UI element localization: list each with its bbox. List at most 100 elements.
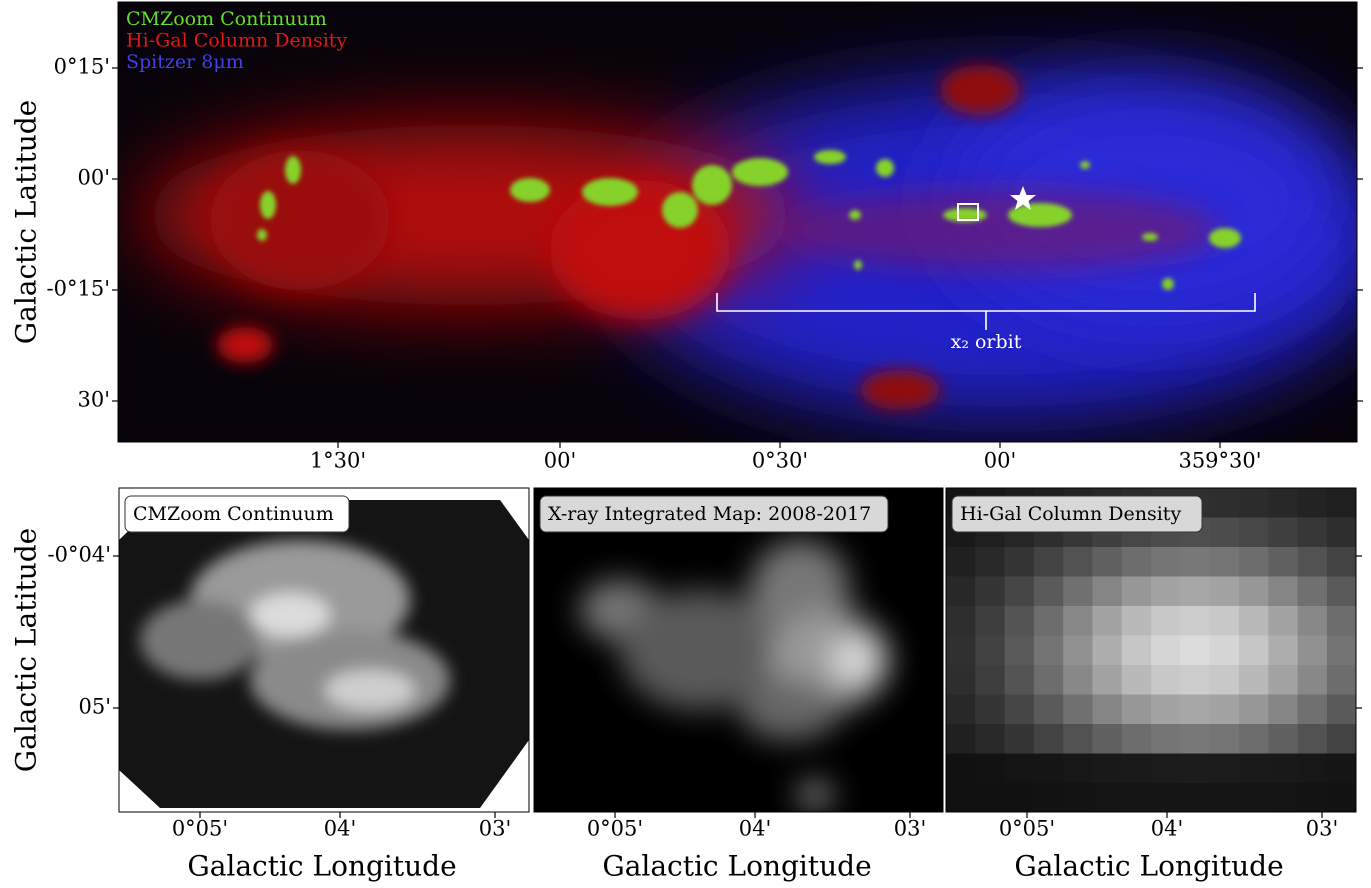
pixel [1239,636,1269,666]
pixel [1005,695,1035,725]
pixel [946,577,976,607]
figure: 0°15'00'-0°15'30'1°30'00'0°30'00'359°30'… [0,0,1371,888]
pixel [1034,606,1064,636]
x-tick-label: 04' [739,817,772,841]
pixel [1034,547,1064,577]
pixel [1327,636,1357,666]
pixel [1151,695,1181,725]
pixel [1210,488,1240,518]
x-tick-label: 1°30' [310,449,366,473]
pixel [1122,606,1152,636]
pixel [1298,665,1328,695]
pixel [1210,665,1240,695]
pixel [1122,724,1152,754]
higal-image [946,488,1357,813]
pixel [1093,724,1123,754]
pixel [1180,695,1210,725]
x-axis-label: Galactic Longitude [602,850,871,883]
pixel [1034,783,1064,813]
pixel [1210,754,1240,784]
pixel [1268,724,1298,754]
y-tick-label: 30' [78,388,111,412]
pixel [1327,577,1357,607]
x-axis-label: Galactic Longitude [1014,850,1283,883]
pixel [946,783,976,813]
pixel [1327,783,1357,813]
pixel [1298,547,1328,577]
composite-image [118,2,1371,442]
x-tick-label: 359°30' [1178,449,1261,473]
pixel [1239,606,1269,636]
pixel [1239,754,1269,784]
pixel [1239,488,1269,518]
pixel [1268,665,1298,695]
x-tick-label: 04' [1151,817,1184,841]
y-tick-label: 05' [79,695,112,719]
pixel [1063,783,1093,813]
pixel [1327,754,1357,784]
x-tick-label: 03' [479,817,512,841]
pixel [1327,724,1357,754]
pixel [1034,665,1064,695]
panel-title: X-ray Integrated Map: 2008-2017 [548,503,871,525]
pixel [975,547,1005,577]
pixel [1268,488,1298,518]
legend-entry: CMZoom Continuum [126,8,327,30]
pixel [1034,636,1064,666]
pixel [1239,695,1269,725]
pixel [1180,783,1210,813]
y-axis-label: Galactic Latitude [10,528,43,772]
y-tick-label: -0°15' [47,277,110,301]
pixel [1298,606,1328,636]
pixel [1268,754,1298,784]
x-tick-label: 0°05' [999,817,1055,841]
pixel [1180,754,1210,784]
pixel [1298,636,1328,666]
pixel [1268,518,1298,548]
pixel [1093,636,1123,666]
pixel [1327,695,1357,725]
pixel [1122,577,1152,607]
pixel [1122,783,1152,813]
pixel [1063,547,1093,577]
pixel [1239,665,1269,695]
pixel [1005,577,1035,607]
pixel [1180,606,1210,636]
pixel [1034,577,1064,607]
pixel [1210,606,1240,636]
pixel [1151,577,1181,607]
x-tick-label: 0°05' [587,817,643,841]
pixel [946,606,976,636]
pixel [1327,518,1357,548]
pixel [1151,636,1181,666]
legend-entry: Spitzer 8μm [126,51,244,73]
pixel [975,754,1005,784]
pixel [975,577,1005,607]
pixel [1210,577,1240,607]
pixel [1005,783,1035,813]
pixel [1093,695,1123,725]
panel-title: Hi-Gal Column Density [960,503,1181,525]
x-tick-label: 03' [894,817,927,841]
pixel [1298,783,1328,813]
x-tick-label: 0°05' [172,817,228,841]
y-tick-label: 0°15' [54,55,110,79]
pixel [1298,695,1328,725]
y-tick-label: -0°04' [48,543,111,567]
x-axis-label: Galactic Longitude [187,850,456,883]
xray-image [534,488,943,812]
pixel [1122,636,1152,666]
pixel [1268,577,1298,607]
pixel [975,724,1005,754]
pixel [1151,783,1181,813]
pixel [1093,547,1123,577]
x-tick-label: 00' [544,449,577,473]
pixel [1327,665,1357,695]
pixel [946,636,976,666]
pixel [1122,695,1152,725]
pixel [1122,754,1152,784]
pixel [1268,636,1298,666]
y-axis-label: Galactic Latitude [10,100,43,344]
pixel [1063,724,1093,754]
pixel [1239,724,1269,754]
